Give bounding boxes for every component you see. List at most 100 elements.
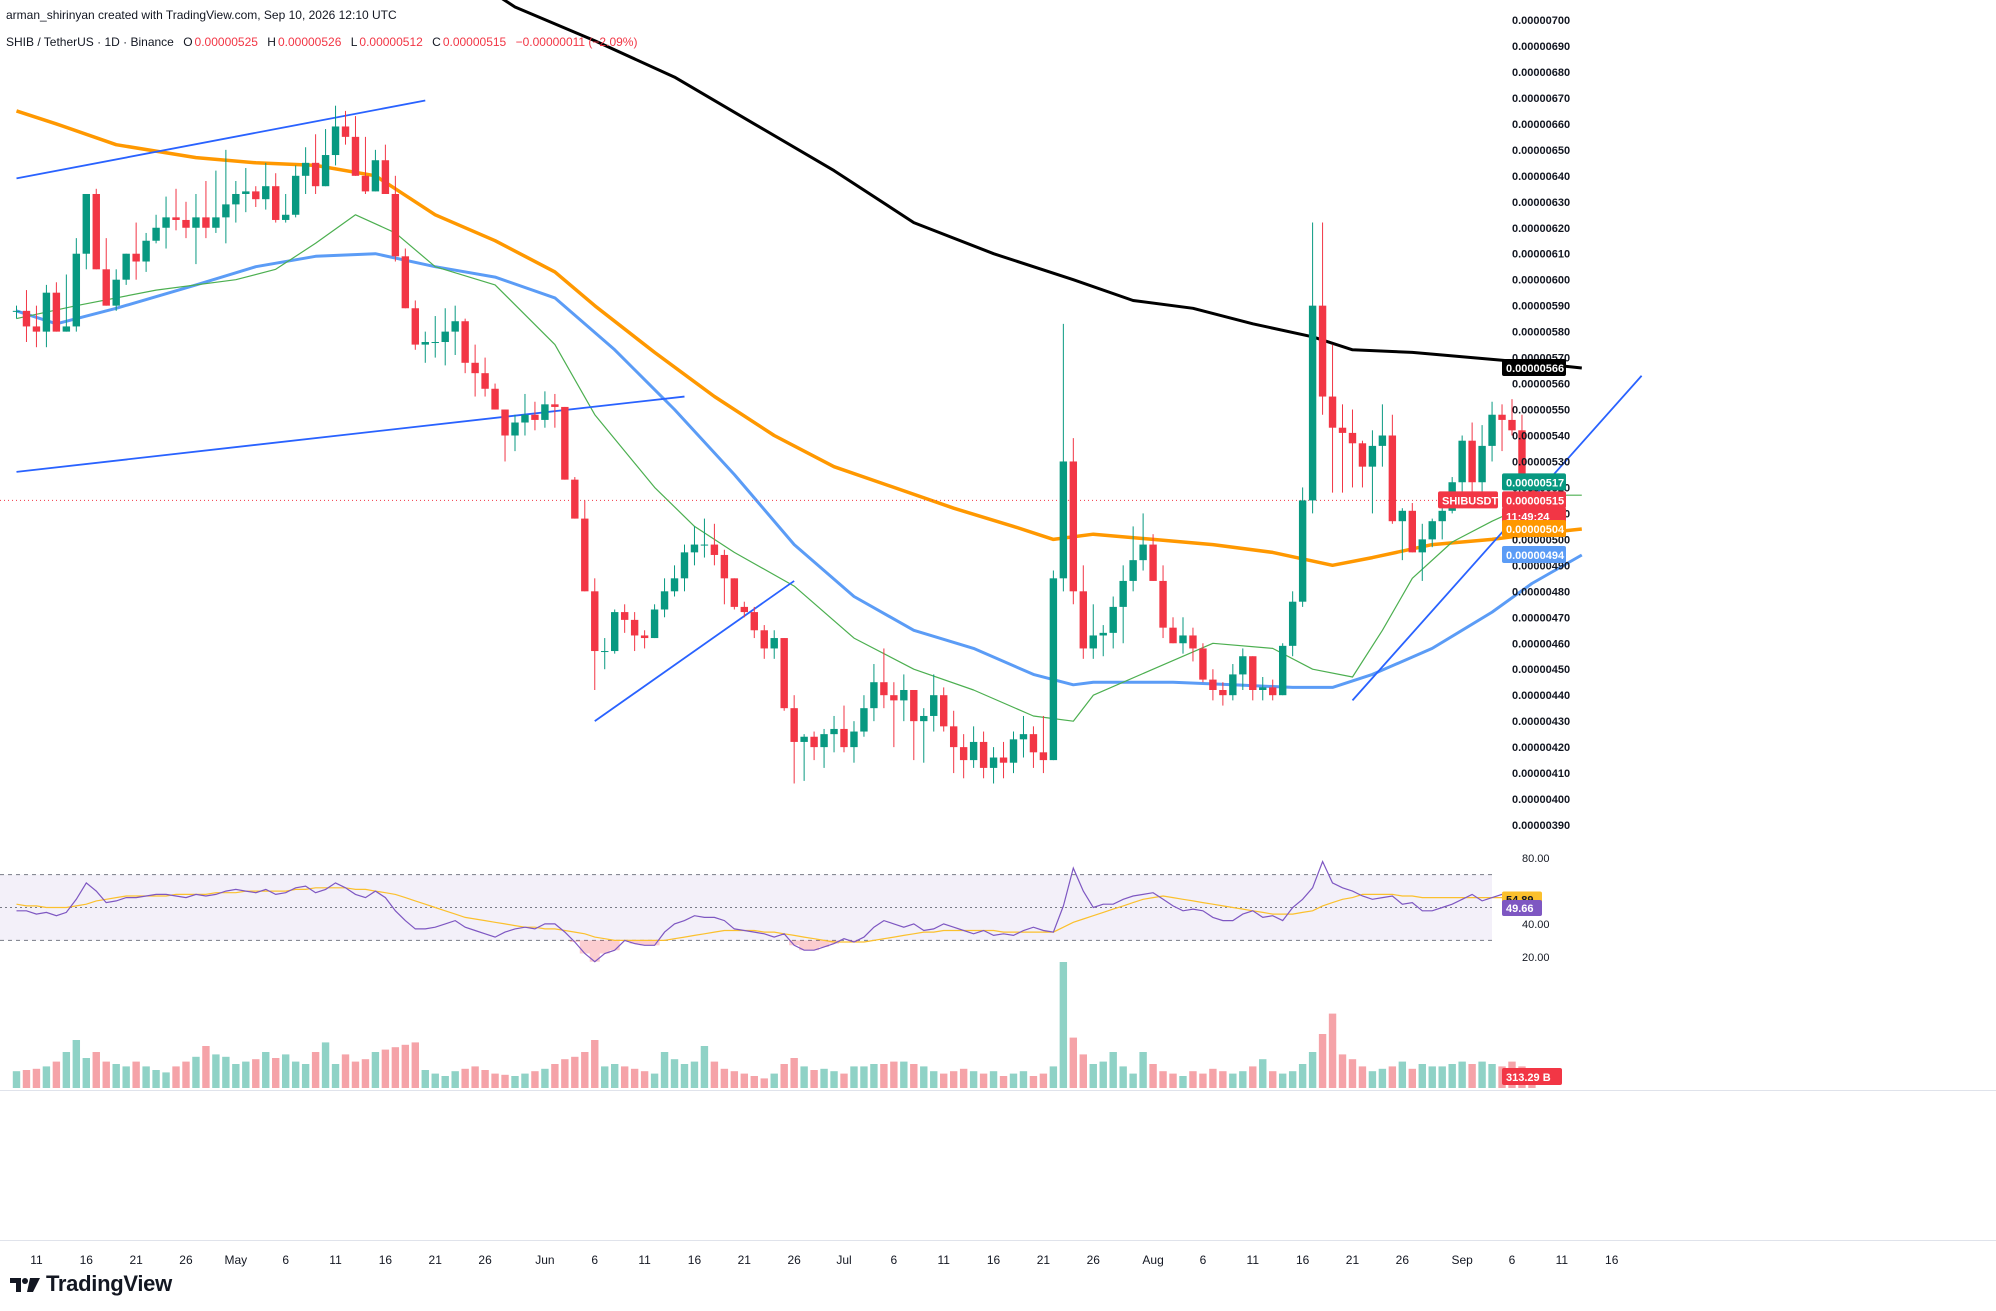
candle-body[interactable]	[1318, 305, 1327, 397]
candle-body[interactable]	[481, 373, 489, 389]
candle-body[interactable]	[611, 612, 619, 652]
candle-body[interactable]	[1458, 440, 1466, 483]
candle-body[interactable]	[1468, 440, 1476, 483]
candle-body[interactable]	[1378, 435, 1387, 446]
candle-body[interactable]	[32, 326, 41, 332]
candle-body[interactable]	[561, 406, 569, 480]
candle-body[interactable]	[491, 388, 499, 410]
candle-body[interactable]	[1338, 427, 1347, 433]
candle-body[interactable]	[571, 479, 579, 519]
candle-body[interactable]	[949, 726, 958, 748]
candle-body[interactable]	[850, 731, 858, 748]
candle-body[interactable]	[1059, 461, 1068, 579]
candle-body[interactable]	[999, 757, 1008, 763]
candle-body[interactable]	[900, 689, 908, 701]
candle-body[interactable]	[202, 217, 210, 228]
candle-body[interactable]	[311, 162, 320, 187]
candle-body[interactable]	[341, 126, 350, 137]
candle-body[interactable]	[72, 253, 81, 327]
candle-body[interactable]	[940, 695, 948, 727]
candle-body[interactable]	[461, 321, 469, 363]
candle-body[interactable]	[142, 240, 150, 262]
candle-body[interactable]	[1508, 419, 1516, 431]
candle-body[interactable]	[1159, 580, 1167, 628]
candle-body[interactable]	[870, 682, 878, 709]
rsi-line[interactable]	[16, 859, 1543, 963]
candle-body[interactable]	[152, 227, 160, 241]
candle-body[interactable]	[650, 609, 659, 639]
candle-body[interactable]	[1239, 656, 1247, 675]
candle-body[interactable]	[52, 292, 61, 332]
candle-body[interactable]	[421, 342, 429, 345]
candle-body[interactable]	[640, 635, 649, 639]
candle-body[interactable]	[820, 734, 828, 748]
candle-body[interactable]	[112, 279, 120, 306]
candle-body[interactable]	[700, 544, 709, 546]
candle-body[interactable]	[122, 253, 130, 280]
candle-body[interactable]	[301, 162, 310, 176]
candle-body[interactable]	[1498, 414, 1506, 420]
candle-body[interactable]	[1029, 734, 1038, 753]
candle-body[interactable]	[1438, 510, 1446, 522]
candle-body[interactable]	[1079, 591, 1087, 649]
candle-body[interactable]	[1249, 656, 1257, 690]
candle-body[interactable]	[1408, 510, 1416, 553]
candle-body[interactable]	[232, 193, 240, 205]
candle-body[interactable]	[411, 308, 419, 345]
candle-body[interactable]	[1019, 734, 1028, 740]
candle-body[interactable]	[1308, 305, 1317, 501]
candle-body[interactable]	[501, 409, 509, 436]
candle-body[interactable]	[1518, 430, 1526, 475]
candle-body[interactable]	[291, 175, 300, 215]
candle-body[interactable]	[1298, 500, 1307, 602]
candle-body[interactable]	[1149, 544, 1157, 581]
candle-body[interactable]	[800, 736, 808, 742]
candle-body[interactable]	[670, 578, 679, 592]
candle-body[interactable]	[252, 191, 260, 200]
candle-body[interactable]	[82, 193, 90, 254]
candle-body[interactable]	[780, 638, 788, 709]
candle-body[interactable]	[451, 321, 459, 332]
candle-body[interactable]	[760, 630, 768, 649]
candle-body[interactable]	[1288, 601, 1297, 646]
candle-body[interactable]	[541, 404, 549, 420]
candle-body[interactable]	[1189, 635, 1197, 649]
candle-body[interactable]	[790, 708, 798, 742]
candle-body[interactable]	[62, 326, 71, 332]
candle-body[interactable]	[1109, 606, 1117, 633]
candle-body[interactable]	[830, 728, 838, 735]
candle-body[interactable]	[222, 204, 230, 218]
tradingview-brand[interactable]: TradingView	[10, 1271, 172, 1297]
candle-body[interactable]	[959, 747, 968, 761]
candle-body[interactable]	[720, 554, 729, 579]
candle-body[interactable]	[331, 126, 340, 156]
candle-body[interactable]	[860, 708, 868, 732]
candle-body[interactable]	[511, 422, 519, 436]
candle-body[interactable]	[381, 160, 390, 194]
candle-body[interactable]	[1069, 461, 1078, 592]
candle-body[interactable]	[431, 342, 439, 344]
candle-body[interactable]	[1169, 627, 1177, 644]
candle-body[interactable]	[591, 591, 599, 652]
candle-body[interactable]	[1488, 414, 1496, 446]
candle-body[interactable]	[172, 217, 180, 220]
candle-body[interactable]	[1129, 560, 1137, 581]
candle-body[interactable]	[1278, 645, 1287, 696]
candle-body[interactable]	[162, 217, 170, 228]
candle-body[interactable]	[730, 578, 739, 607]
candle-body[interactable]	[1418, 539, 1426, 553]
candle-body[interactable]	[521, 414, 529, 423]
candle-body[interactable]	[920, 715, 928, 722]
candle-body[interactable]	[1209, 679, 1217, 690]
candle-body[interactable]	[1049, 578, 1058, 761]
candle-body[interactable]	[1259, 687, 1267, 690]
candle-body[interactable]	[1139, 544, 1147, 561]
candle-body[interactable]	[969, 741, 978, 761]
candle-body[interactable]	[1368, 445, 1377, 467]
candle-body[interactable]	[281, 214, 290, 220]
candle-body[interactable]	[880, 682, 888, 696]
trendline[interactable]	[594, 580, 795, 722]
candle-body[interactable]	[12, 310, 21, 312]
candle-body[interactable]	[321, 155, 330, 187]
